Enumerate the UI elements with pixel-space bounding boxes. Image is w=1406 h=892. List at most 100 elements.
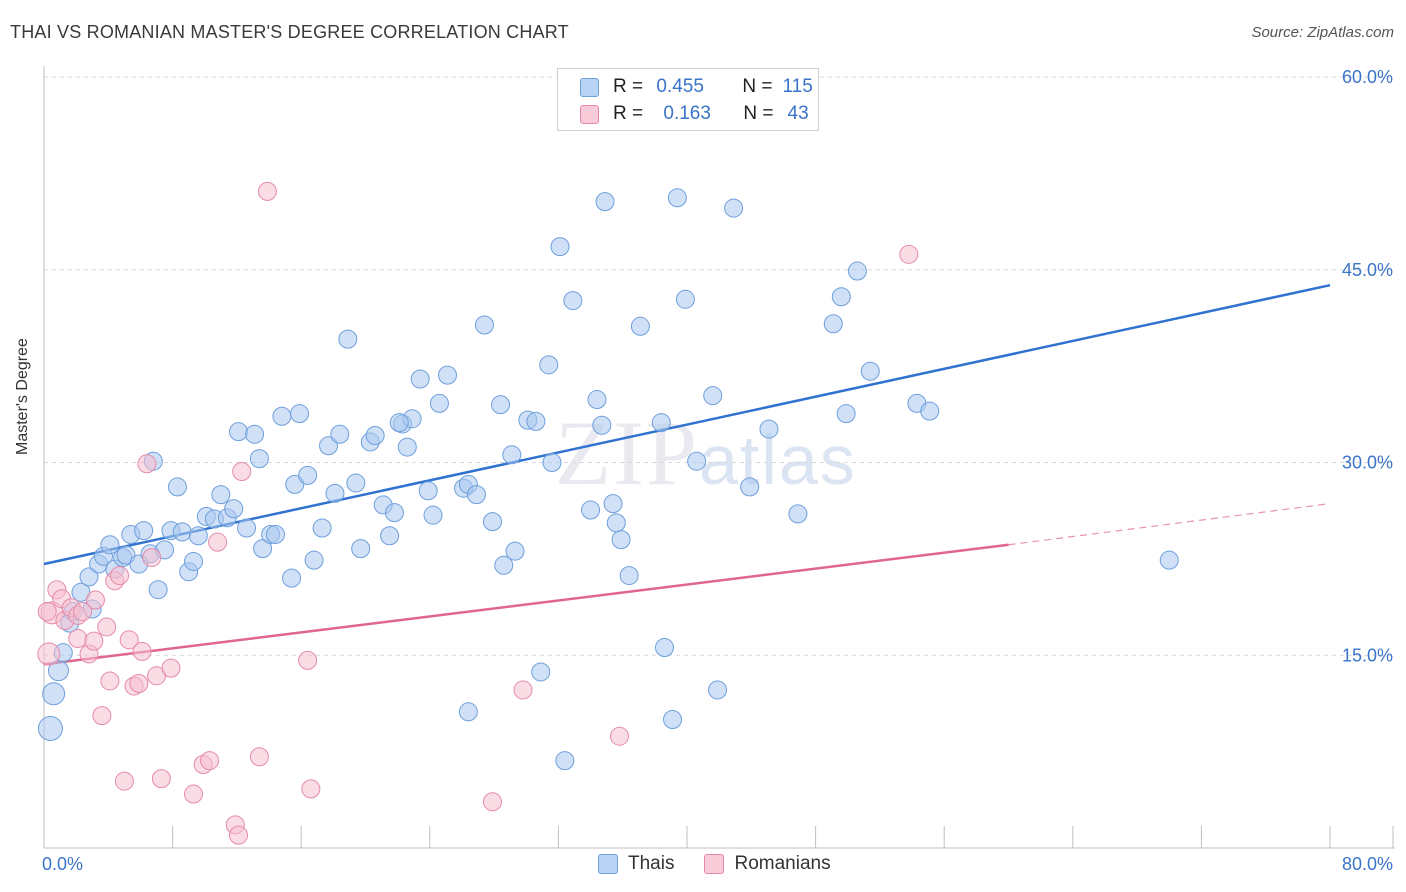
thai-point — [346, 473, 366, 493]
thai-point — [290, 404, 310, 424]
thai-point — [663, 710, 683, 729]
thai-point — [482, 512, 502, 532]
y-tick-label: 45.0% — [1342, 260, 1393, 280]
romanian-point — [97, 617, 117, 637]
legend-thais-swatch — [598, 854, 618, 874]
thai-point — [555, 751, 575, 771]
thai-point — [380, 526, 400, 546]
tick-labels: 15.0% 30.0% 45.0% 60.0% 0.0% 80.0% — [42, 67, 1393, 874]
thai-point — [351, 539, 371, 559]
romanian-point — [132, 641, 152, 661]
thais-swatch — [580, 77, 599, 97]
thai-point — [312, 518, 332, 538]
romanian-point — [68, 629, 88, 649]
y-tick-label: 60.0% — [1342, 67, 1393, 87]
thais-trend-line — [43, 283, 1331, 566]
romanian-point — [183, 784, 203, 804]
thai-point — [325, 483, 345, 503]
romanians-n-label: N = — [743, 103, 774, 124]
chart-title: THAI VS ROMANIAN MASTER'S DEGREE CORRELA… — [10, 22, 569, 42]
romanian-point — [151, 769, 171, 789]
romanians-r-label: R = — [613, 103, 644, 124]
romanians-swatch — [580, 104, 599, 124]
y-axis-label: Master's Degree — [14, 338, 31, 455]
thai-point — [282, 568, 302, 588]
thai-point — [338, 329, 358, 349]
thai-point — [703, 386, 723, 406]
thai-point — [654, 638, 674, 658]
thai-point — [172, 522, 192, 542]
romanian-point — [899, 244, 919, 264]
thai-point — [587, 390, 607, 410]
thai-point — [550, 237, 570, 257]
thai-point — [249, 449, 269, 469]
y-tick-label: 30.0% — [1342, 453, 1393, 473]
x-tick-label: 0.0% — [42, 854, 83, 874]
thai-point — [603, 494, 623, 514]
thai-point — [429, 393, 449, 413]
thai-point — [823, 314, 843, 334]
thai-point — [526, 411, 546, 431]
thai-point — [466, 485, 486, 505]
romanians-n-value: 43 — [787, 103, 809, 124]
thai-point — [265, 524, 285, 544]
correlation-legend: R = 0.455 N = 115 R = 0.163 N = 43 — [557, 68, 819, 131]
romanian-point — [37, 602, 57, 622]
thai-point — [298, 465, 318, 485]
romanian-point — [114, 771, 134, 791]
thai-point — [724, 198, 744, 218]
thais-r-value: 0.455 — [656, 76, 704, 97]
thai-point — [42, 682, 66, 706]
trend-lines — [43, 283, 1331, 666]
thai-point — [592, 415, 612, 435]
thais-n-label: N = — [742, 76, 773, 97]
thai-point — [563, 291, 583, 311]
romanian-point — [298, 650, 318, 670]
thai-point — [384, 503, 404, 523]
thai-point — [167, 477, 187, 497]
thai-point — [611, 530, 631, 550]
thai-point — [502, 445, 522, 465]
thai-point — [458, 702, 478, 722]
thai-point — [531, 662, 551, 682]
thai-point — [410, 369, 430, 389]
romanian-point — [208, 532, 228, 552]
romanians-trend-extension — [1008, 503, 1331, 546]
romanian-point — [482, 792, 502, 812]
thai-point — [491, 395, 511, 415]
grid-lines — [44, 76, 1395, 656]
romanian-point — [249, 747, 269, 767]
romanian-point — [200, 751, 220, 771]
thai-point — [494, 555, 514, 575]
romanian-point — [119, 630, 139, 650]
thai-point — [606, 513, 626, 533]
thai-point — [134, 521, 154, 541]
romanian-point — [161, 658, 181, 678]
thai-point — [423, 505, 443, 525]
thai-point — [389, 413, 409, 433]
romanian-point — [100, 671, 120, 691]
thai-point — [224, 499, 244, 519]
thai-point — [539, 355, 559, 375]
thai-point — [245, 424, 265, 444]
thai-point — [687, 451, 707, 471]
series-legend: Thais Romanians — [598, 853, 861, 875]
romanians-trend-line — [43, 543, 1009, 666]
y-tick-label: 15.0% — [1342, 645, 1393, 665]
thai-point — [304, 550, 324, 570]
data-points — [37, 181, 1179, 845]
thai-point — [365, 426, 385, 446]
romanian-point — [609, 726, 629, 746]
thai-point — [100, 535, 120, 555]
thai-point — [37, 715, 63, 741]
thai-point — [272, 406, 292, 426]
romanian-point — [257, 181, 277, 201]
thai-point — [595, 192, 615, 212]
legend-row-romanians: R = 0.163 N = 43 — [580, 101, 809, 127]
thai-point — [675, 289, 695, 309]
romanian-point — [92, 706, 112, 726]
thai-point — [788, 504, 808, 524]
thai-point — [860, 361, 880, 381]
thai-point — [740, 477, 760, 497]
